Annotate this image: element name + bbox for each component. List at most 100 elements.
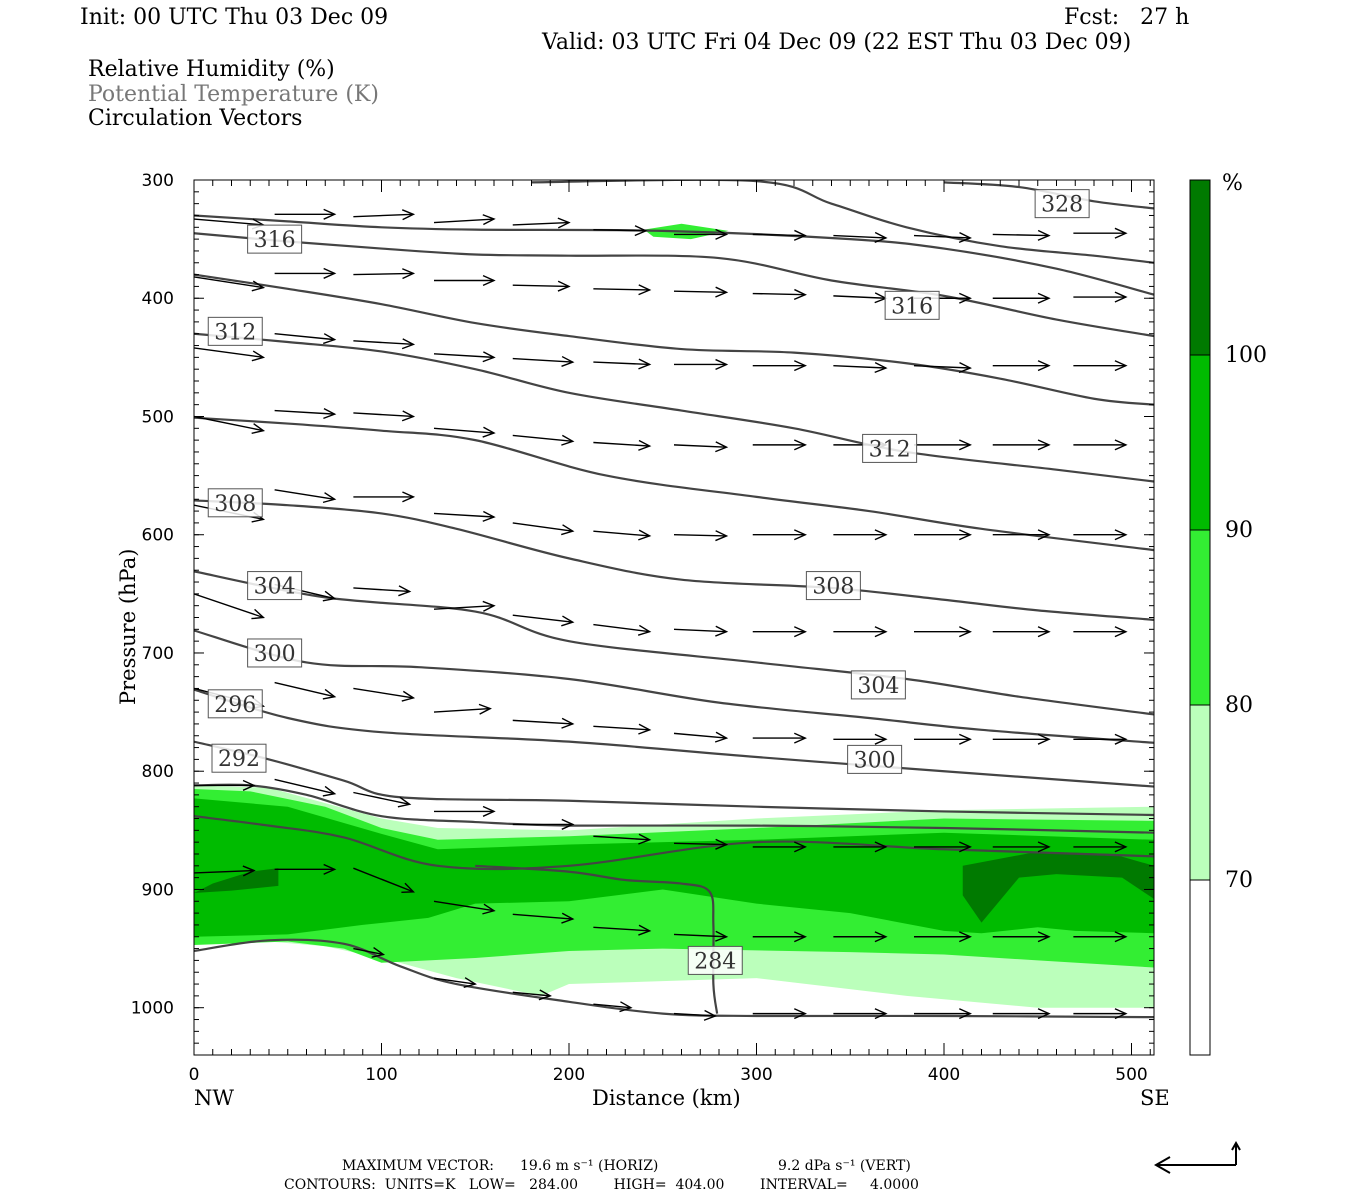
vector-arrow-69 [914, 626, 972, 638]
vector-arrow-43 [752, 439, 807, 451]
y-tick-label-600: 600 [142, 526, 174, 546]
vector-arrow-87 [434, 805, 496, 817]
vector-arrow-96 [194, 865, 256, 877]
svg-text:304: 304 [254, 575, 296, 600]
vector-arrow-109 [433, 977, 477, 989]
y-tick-label-500: 500 [142, 407, 174, 427]
vector-arrow-20 [833, 292, 888, 304]
vector-arrow-111 [593, 1001, 633, 1013]
reference-vector-icon [1153, 1140, 1241, 1174]
x-end-label-nw: NW [194, 1086, 234, 1110]
vector-arrow-66 [673, 625, 729, 637]
vector-arrow-108 [353, 947, 386, 958]
vector-arrow-14 [353, 268, 416, 280]
y-tick-label-700: 700 [142, 644, 174, 664]
vector-arrow-37 [274, 407, 337, 420]
isentrope-296-4 [194, 740, 1154, 817]
x-axis-title: Distance (km) [592, 1086, 741, 1110]
contour-label-12: 292 [211, 743, 267, 773]
rh-region-100-4 [962, 851, 1154, 923]
vector-arrow-42 [673, 441, 729, 453]
isentropes [194, 180, 1154, 1019]
vector-arrow-52 [512, 522, 575, 536]
contour-label-1: 316 [247, 224, 303, 254]
field-title-vectors: Circulation Vectors [88, 106, 303, 131]
vector-arrow-7 [752, 229, 807, 241]
vector-arrow-75 [433, 703, 492, 715]
vector-arrow-5 [593, 225, 648, 237]
svg-text:296: 296 [214, 693, 256, 718]
vector-arrow-11 [1073, 227, 1128, 239]
vector-arrow-23 [1073, 291, 1128, 303]
rh-region-90-2 [194, 798, 1154, 937]
valid-time: Valid: 03 UTC Fri 04 Dec 09 (22 EST Thu … [542, 30, 1132, 55]
svg-text:316: 316 [254, 228, 296, 253]
vector-arrow-31 [752, 360, 807, 372]
vector-arrow-49 [274, 489, 337, 504]
vector-arrow-112 [673, 1009, 717, 1021]
contour-label-11: 296 [207, 689, 263, 719]
vector-arrow-46 [992, 439, 1051, 451]
isentrope-316-9 [194, 416, 1154, 552]
vector-arrow-103 [752, 931, 807, 943]
vector-arrow-50 [353, 491, 416, 503]
vector-arrow-105 [914, 931, 972, 943]
vector-arrow-73 [274, 681, 337, 700]
y-tick-label-800: 800 [142, 762, 174, 782]
vector-arrow-57 [914, 529, 972, 541]
isentrope-332-13 [194, 214, 1154, 296]
x-end-label-se: SE [1140, 1086, 1170, 1110]
svg-text:312: 312 [869, 437, 911, 462]
vector-arrow-113 [752, 1008, 807, 1020]
contours-info: CONTOURS: UNITS=K LOW= 284.00 HIGH= 404.… [284, 1177, 919, 1193]
vector-arrow-58 [992, 529, 1051, 541]
vector-arrow-78 [673, 731, 729, 743]
vector-arrow-19 [752, 288, 807, 300]
vector-arrow-114 [833, 1008, 888, 1020]
vector-arrow-71 [1073, 626, 1128, 638]
svg-text:292: 292 [218, 747, 260, 772]
vector-arrow-34 [992, 360, 1051, 372]
isentrope-328-12 [194, 232, 1154, 338]
contour-label-13: 284 [687, 945, 743, 975]
forecast-hour: Fcst: 27 h [1064, 5, 1190, 30]
field-title-theta: Potential Temperature (K) [88, 82, 379, 107]
colorbar-label-90: 90 [1225, 518, 1253, 543]
vector-arrow-29 [593, 358, 652, 370]
vector-arrow-54 [673, 530, 729, 542]
vector-arrow-13 [274, 267, 337, 279]
colorbar-segment-0 [1190, 880, 1210, 1055]
contour-label-6: 308 [805, 571, 861, 601]
contour-label-8: 304 [850, 670, 906, 700]
vector-arrow-85 [274, 778, 337, 797]
vector-arrow-4 [512, 217, 571, 229]
svg-text:308: 308 [812, 575, 854, 600]
svg-text:316: 316 [891, 294, 933, 319]
isentrope-288-2 [194, 815, 1154, 871]
vector-arrow-80 [833, 733, 888, 745]
vector-arrow-30 [674, 358, 729, 370]
vector-arrow-47 [1073, 439, 1128, 451]
vector-arrow-35 [1073, 360, 1128, 372]
vector-arrow-27 [433, 351, 496, 363]
colorbar-label-100: 100 [1225, 343, 1267, 368]
vector-arrow-84 [194, 779, 256, 791]
y-tick-label-1000: 1000 [131, 999, 174, 1019]
vector-arrow-70 [992, 626, 1051, 638]
y-axis-title: Pressure (hPa) [116, 549, 140, 705]
vector-arrow-64 [512, 614, 575, 627]
x-tick-label-0: 0 [189, 1065, 200, 1085]
vector-arrow-74 [353, 687, 416, 702]
vector-arrow-90 [673, 838, 729, 850]
isentrope-308-7 [194, 570, 1154, 716]
x-tick-label-300: 300 [740, 1065, 772, 1085]
vector-arrow-98 [353, 867, 415, 894]
contour-label-9: 300 [247, 638, 303, 668]
vector-arrow-33 [913, 362, 972, 374]
isentrope-284-0 [475, 864, 719, 1014]
isentrope-312-8 [194, 499, 1154, 621]
vector-arrow-102 [673, 930, 729, 942]
vector-arrow-100 [512, 912, 575, 924]
vector-arrow-63 [433, 600, 496, 612]
